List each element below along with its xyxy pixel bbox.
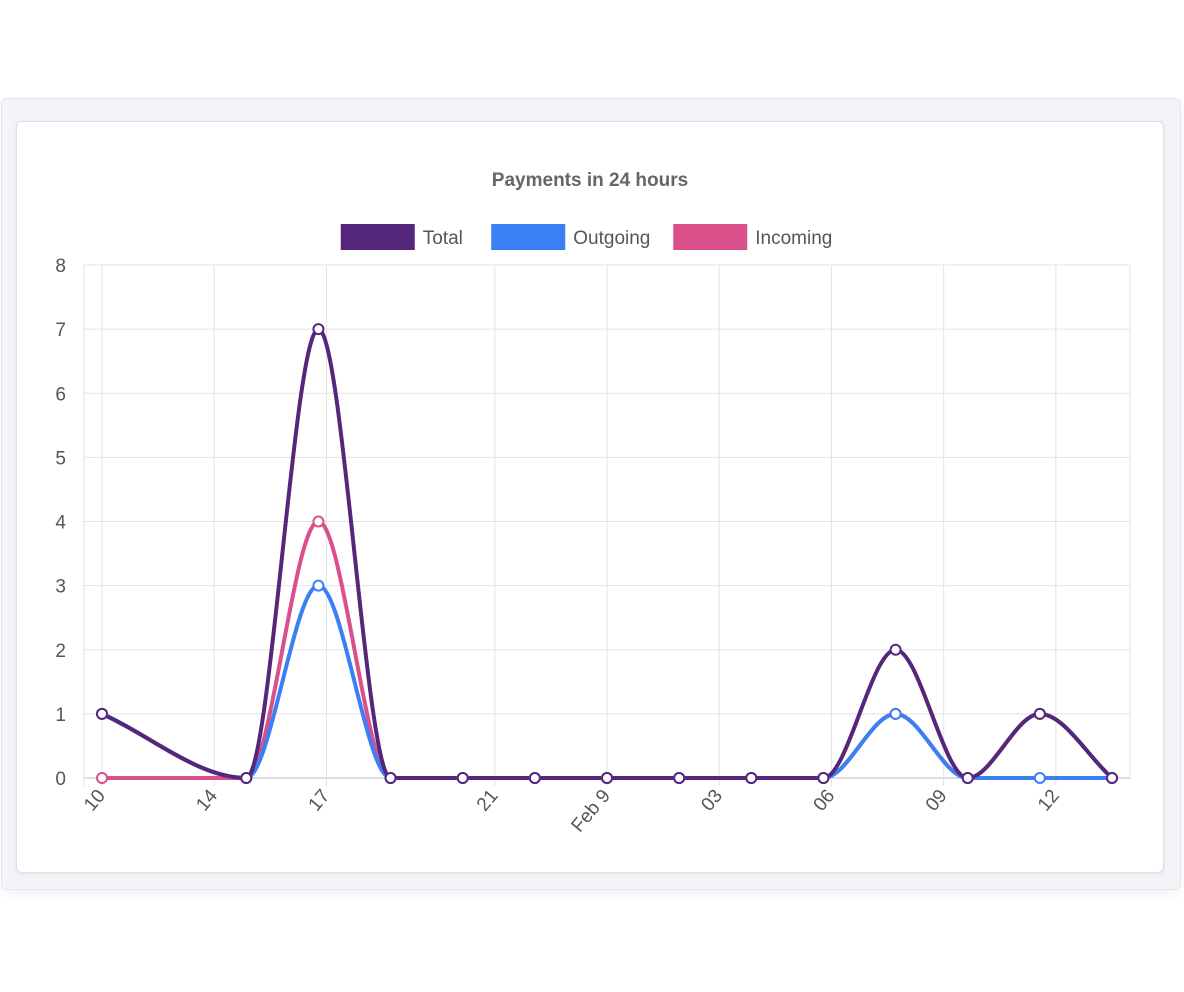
data-point-total: [889, 643, 902, 656]
y-tick-label: 5: [55, 448, 66, 469]
legend: Total Outgoing Incoming: [340, 224, 832, 250]
data-point-outgoing: [1033, 772, 1046, 784]
y-tick-label: 0: [55, 769, 66, 790]
legend-label-outgoing: Outgoing: [573, 228, 650, 249]
series-line-total: [100, 327, 1114, 781]
y-tick-label: 4: [55, 513, 66, 534]
x-tick-label: 10: [80, 786, 110, 816]
x-tick-label: 21: [473, 786, 503, 816]
data-point-total: [1106, 772, 1118, 784]
data-point-total: [456, 772, 469, 784]
x-tick-label: 17: [305, 786, 335, 816]
x-tick-label: Feb 9: [568, 786, 615, 837]
data-point-total: [745, 772, 758, 784]
x-tick-label: 03: [697, 786, 727, 816]
legend-label-total: Total: [423, 228, 463, 249]
x-tick-label: 06: [810, 786, 840, 816]
x-tick-label: 09: [922, 786, 952, 816]
y-tick-label: 7: [55, 320, 66, 341]
data-point-total: [601, 772, 613, 784]
data-point-total: [961, 772, 974, 784]
data-point-total: [96, 707, 108, 720]
legend-swatch-incoming: [673, 224, 748, 250]
y-tick-label: 6: [55, 384, 66, 405]
chart-grid: [83, 264, 1131, 786]
data-point-total: [312, 323, 325, 336]
chart-title: Payments in 24 hours: [492, 170, 688, 191]
data-point-total: [1033, 707, 1046, 720]
chart-card: [16, 121, 1164, 873]
data-point-total: [384, 772, 397, 784]
y-tick-label: 2: [55, 641, 66, 662]
legend-label-incoming: Incoming: [755, 228, 832, 249]
chart-points: [96, 323, 1118, 784]
x-tick-label: 12: [1034, 786, 1064, 816]
y-tick-label: 3: [55, 577, 66, 598]
data-point-outgoing: [889, 707, 902, 720]
x-tick-label: 14: [192, 785, 222, 815]
data-point-incoming: [312, 515, 325, 528]
data-point-total: [817, 772, 830, 784]
y-tick-label: 8: [55, 256, 66, 277]
data-point-outgoing: [312, 579, 325, 592]
data-point-total: [240, 772, 253, 784]
data-point-total: [673, 772, 686, 784]
legend-swatch-total: [340, 224, 415, 250]
data-point-incoming: [96, 772, 108, 784]
y-tick-label: 1: [55, 705, 66, 726]
data-point-total: [528, 772, 541, 784]
legend-swatch-outgoing: [491, 224, 566, 250]
